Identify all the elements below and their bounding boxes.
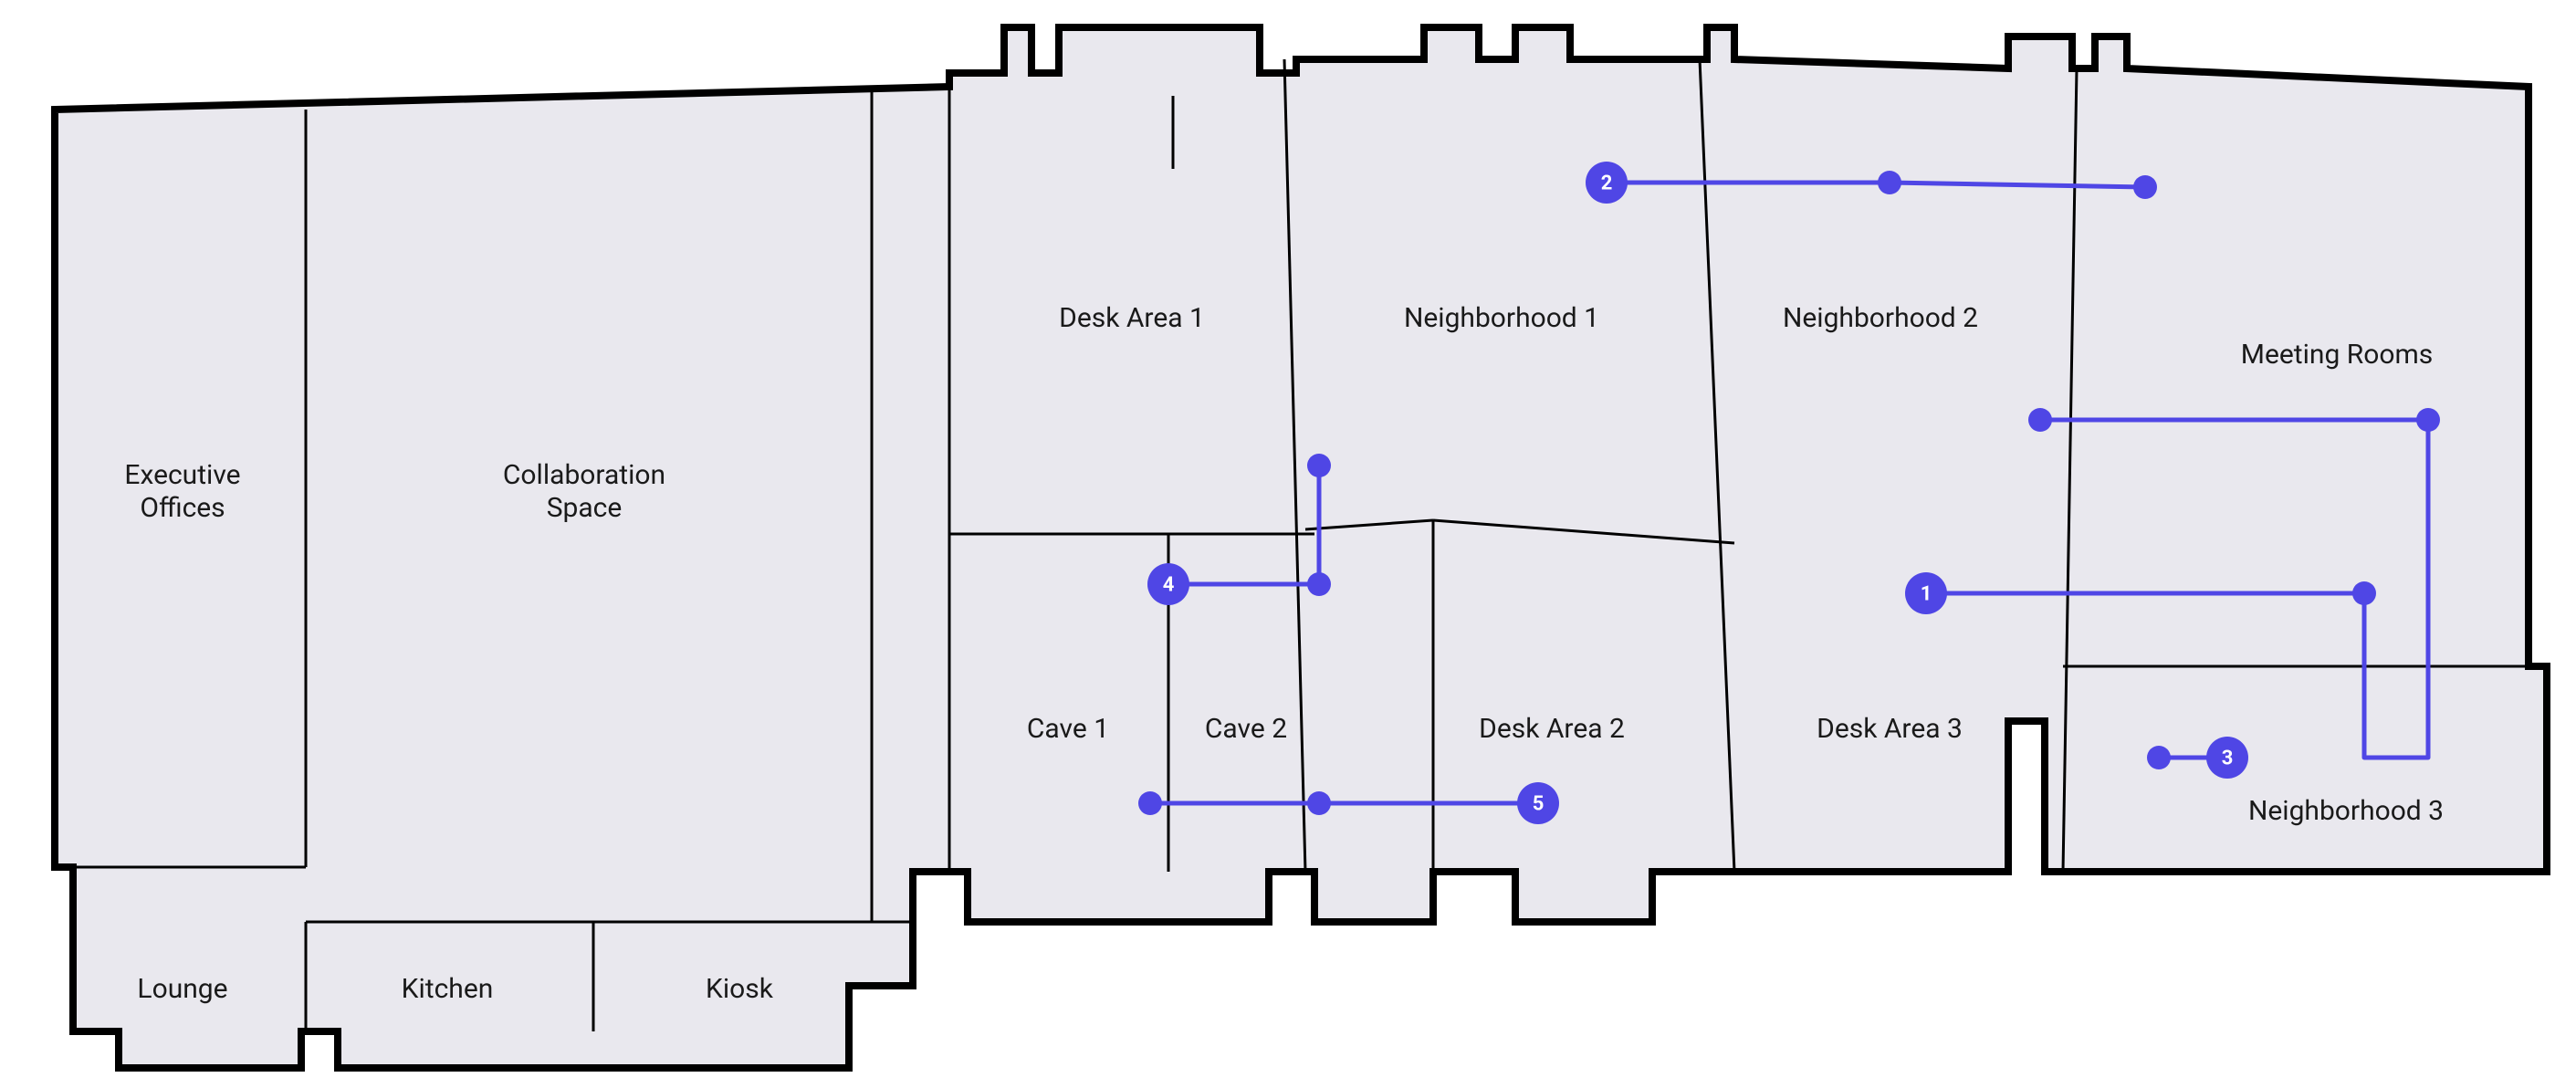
room-label-meeting-rooms: Meeting Rooms bbox=[2241, 339, 2433, 371]
marker-1: 1 bbox=[1905, 572, 1947, 614]
path-node bbox=[2352, 581, 2376, 605]
room-label-lounge: Lounge bbox=[137, 973, 227, 1005]
path-node bbox=[2147, 746, 2171, 769]
room-label-kitchen: Kitchen bbox=[402, 973, 494, 1005]
room-label-neighborhood-3: Neighborhood 3 bbox=[2248, 795, 2444, 827]
path-node bbox=[2028, 408, 2052, 432]
room-label-cave-1: Cave 1 bbox=[1027, 713, 1109, 745]
marker-2: 2 bbox=[1586, 162, 1628, 204]
path-node bbox=[1307, 791, 1331, 815]
path-node bbox=[1878, 171, 1901, 194]
room-label-neighborhood-1: Neighborhood 1 bbox=[1404, 302, 1599, 334]
marker-5: 5 bbox=[1517, 782, 1559, 824]
room-label-executive-offices: ExecutiveOffices bbox=[124, 459, 240, 524]
room-label-kiosk: Kiosk bbox=[706, 973, 774, 1005]
marker-5-label: 5 bbox=[1533, 793, 1545, 816]
floorplan-diagram: 12345ExecutiveOfficesCollaborationSpaceL… bbox=[0, 0, 2576, 1088]
path-node bbox=[1307, 454, 1331, 477]
room-label-desk-area-3: Desk Area 3 bbox=[1817, 713, 1963, 745]
marker-4-label: 4 bbox=[1163, 574, 1175, 597]
room-label-cave-2: Cave 2 bbox=[1205, 713, 1287, 745]
path-node bbox=[2133, 175, 2157, 199]
marker-4: 4 bbox=[1147, 563, 1189, 605]
marker-1-label: 1 bbox=[1921, 583, 1932, 606]
marker-3: 3 bbox=[2206, 737, 2248, 779]
marker-3-label: 3 bbox=[2222, 748, 2234, 770]
path-node bbox=[2416, 408, 2440, 432]
room-label-neighborhood-2: Neighborhood 2 bbox=[1783, 302, 1978, 334]
room-label-desk-area-2: Desk Area 2 bbox=[1479, 713, 1625, 745]
path-node bbox=[1138, 791, 1162, 815]
room-label-desk-area-1: Desk Area 1 bbox=[1059, 302, 1205, 334]
path-node bbox=[1307, 572, 1331, 596]
marker-2-label: 2 bbox=[1601, 173, 1613, 195]
